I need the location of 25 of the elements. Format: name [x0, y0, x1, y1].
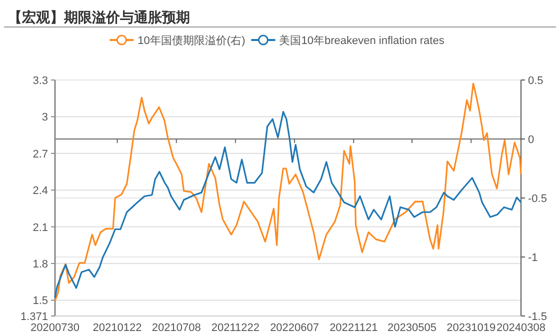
y-tick-label: 1.5 [32, 295, 48, 308]
x-tick-label: 20221121 [330, 322, 378, 334]
x-tick-label: 20200730 [30, 322, 80, 334]
y-tick-label: 1.8 [32, 258, 48, 271]
x-tick-label: 20210122 [92, 322, 142, 334]
chart-title: 【宏观】期限溢价与通胀预期 [8, 9, 190, 25]
x-tick-label: 20211222 [211, 322, 260, 334]
x-tick-label: 20210708 [152, 322, 201, 334]
y-tick-label: 3.3 [32, 75, 48, 87]
y2-tick-label: -1 [528, 252, 538, 264]
y-tick-label: 2.7 [32, 148, 48, 160]
legend-label: 10年国债期限溢价(右) [138, 35, 246, 47]
y2-tick-label: -1.5 [528, 311, 547, 323]
y2-tick-label: 0.5 [528, 75, 544, 87]
x-tick-label: 20231019 [446, 322, 496, 334]
x-tick-label: 20220607 [270, 322, 320, 334]
y-tick-label: 2.4 [32, 185, 48, 198]
y-tick-label: 2.1 [32, 222, 48, 234]
x-tick-label: 20240308 [496, 322, 546, 334]
x-tick-label: 20230505 [388, 322, 436, 334]
legend-label: 美国10年breakeven inflation rates [279, 34, 445, 47]
y2-tick-label: 0 [528, 134, 534, 146]
y-tick-label: 1.371 [20, 311, 48, 323]
y-tick-label: 3 [42, 112, 48, 124]
y2-tick-label: -0.5 [528, 193, 547, 205]
